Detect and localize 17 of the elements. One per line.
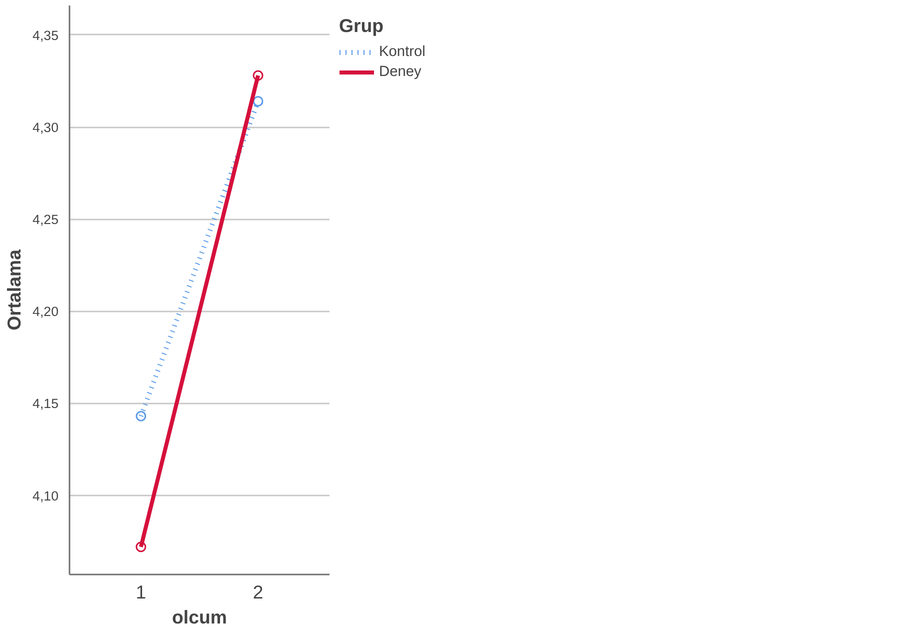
x-axis-title: olcum	[172, 606, 227, 628]
legend-label: Deney	[379, 64, 422, 80]
y-tick-label: 4,10	[32, 488, 59, 504]
legend-title: Grup	[339, 15, 385, 37]
x-tick-label: 2	[252, 582, 264, 602]
point	[136, 542, 146, 552]
y-tick-label: 4,35	[32, 28, 59, 43]
x-tick-label: 1	[136, 582, 146, 602]
point	[252, 96, 264, 106]
y-axis-title: Ortalama	[4, 248, 25, 330]
point	[252, 70, 264, 81]
legend-label: Kontrol	[379, 44, 426, 60]
point	[136, 410, 146, 422]
y-tick-label: 4,20	[32, 304, 59, 320]
y-tick-label: 4,25	[32, 212, 59, 228]
y-tick-label: 4,30	[32, 120, 59, 136]
y-tick-label: 4,15	[32, 396, 59, 412]
